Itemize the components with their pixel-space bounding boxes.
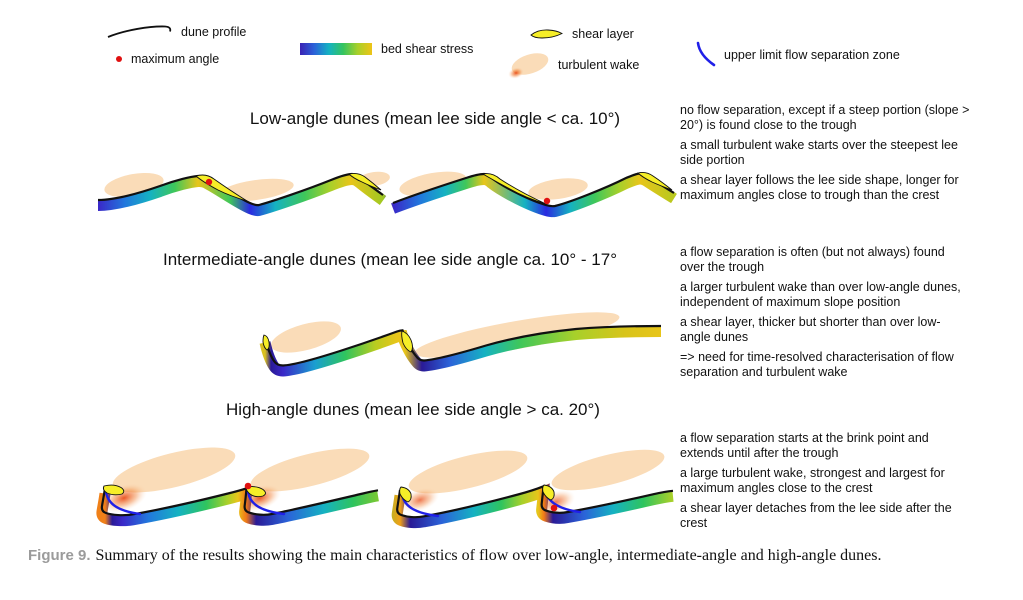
maximum-angle-icon <box>116 56 122 62</box>
caption-label: Figure 9. <box>28 547 91 564</box>
note-item: a small turbulent wake starts over the s… <box>680 138 958 167</box>
section-title-high-angle: High-angle dunes (mean lee side angle > … <box>226 400 600 419</box>
legend-label-dune-profile: dune profile <box>181 25 247 39</box>
note-item: a flow separation starts at the brink po… <box>680 431 929 460</box>
legend-item-dune-profile: dune profile <box>105 22 246 42</box>
turbulent-wake-shapes <box>112 447 665 494</box>
note-item: a shear layer, thicker but shorter than … <box>680 315 941 344</box>
low-angle-dunes-illustration <box>97 171 677 218</box>
section-title-low-angle: Low-angle dunes (mean lee side angle < c… <box>249 109 621 128</box>
legend-label-turbulent-wake: turbulent wake <box>558 58 640 72</box>
legend-label-shear-layer: shear layer <box>572 27 634 41</box>
high-angle-dunes-illustration <box>96 447 674 529</box>
notes-low-angle: no flow separation, except if a steep po… <box>680 103 970 203</box>
notes-intermediate-angle: a flow separation is often (but not alwa… <box>680 245 970 380</box>
note-item: => need for time-resolved characterisati… <box>680 350 954 379</box>
notes-high-angle: a flow separation starts at the brink po… <box>680 431 970 531</box>
bed-shear-stress-band <box>97 173 677 218</box>
note-item: a large turbulent wake, strongest and la… <box>680 466 945 495</box>
bed-shear-stress-band <box>96 483 674 529</box>
legend-item-bed-shear-stress: bed shear stress <box>299 42 473 56</box>
legend-item-flow-separation: upper limit flow separation zone <box>692 40 900 70</box>
section-title-intermediate-angle: Intermediate-angle dunes (mean lee side … <box>163 250 617 269</box>
shear-layer-icon <box>530 29 563 39</box>
intermediate-angle-dunes-illustration <box>259 312 662 377</box>
maximum-angle-dots <box>244 482 558 512</box>
legend-item-shear-layer: shear layer <box>528 26 634 42</box>
note-item: a shear layer follows the lee side shape… <box>680 173 959 202</box>
note-item: a flow separation is often (but not alwa… <box>680 245 945 274</box>
figure-caption: Figure 9. Summary of the results showing … <box>28 547 1008 565</box>
shear-layer-shapes <box>102 484 555 503</box>
note-item: a shear layer detaches from the lee side… <box>680 501 952 530</box>
shear-layer-shapes <box>262 330 413 353</box>
turbulent-wake-icon <box>508 53 549 79</box>
flow-separation-icon <box>696 41 716 67</box>
turbulent-wake-shapes <box>271 312 620 358</box>
legend-label-flow-separation: upper limit flow separation zone <box>724 48 900 62</box>
bed-shear-stress-colorbar <box>300 43 372 55</box>
shear-layer-shapes <box>195 171 673 205</box>
note-item: a larger turbulent wake than over low-an… <box>680 280 961 309</box>
caption-text: Summary of the results showing the main … <box>95 547 882 564</box>
legend-item-maximum-angle: maximum angle <box>113 52 219 66</box>
legend-item-turbulent-wake: turbulent wake <box>508 48 639 82</box>
note-item: no flow separation, except if a steep po… <box>680 103 970 132</box>
maximum-angle-dots <box>205 178 551 205</box>
legend-label-bed-shear-stress: bed shear stress <box>381 42 474 56</box>
dune-profile-icon <box>107 25 172 38</box>
legend-label-maximum-angle: maximum angle <box>131 52 220 66</box>
